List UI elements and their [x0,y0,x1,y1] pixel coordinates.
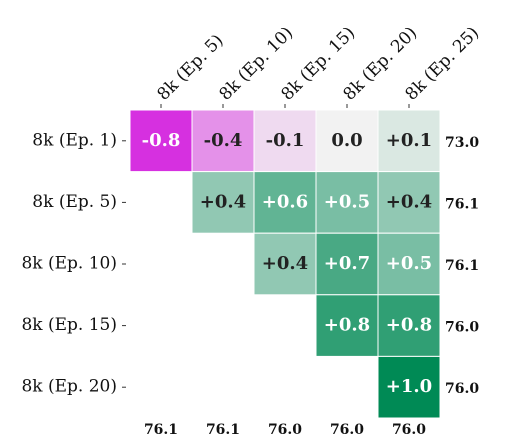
cell-label: -0.4 [204,130,243,151]
col-label: 8k (Ep. 5) [154,31,228,105]
row-total: 76.0 [445,320,479,336]
row-total: 76.0 [445,381,479,397]
cell [377,355,441,419]
cell-label: 0.0 [331,130,362,151]
col-total: 76.0 [330,422,364,438]
col-total: 76.1 [144,422,178,438]
cell [377,109,441,173]
cell-label: +0.5 [324,191,370,212]
cell-label: +0.8 [386,315,432,336]
cell [315,294,379,357]
col-total: 76.0 [392,422,426,438]
row-label: 8k (Ep. 1) [32,130,117,150]
cell-label: +0.6 [262,191,308,212]
cell-label: -0.1 [266,130,305,151]
col-total: 76.1 [206,422,240,438]
row-total: 73.0 [445,135,479,151]
cell-label: +1.0 [386,376,432,397]
row-label: 8k (Ep. 20) [21,377,117,397]
row-label: 8k (Ep. 5) [32,192,117,212]
cell [377,294,441,357]
col-total: 76.0 [268,422,302,438]
row-total: 76.1 [445,258,479,274]
cell-label: +0.7 [324,253,370,274]
cell [191,171,255,234]
cell-label: +0.5 [386,253,432,274]
row-total: 76.1 [445,196,479,212]
cell-label: +0.1 [386,130,432,151]
cell [377,232,441,296]
cell-label: -0.8 [142,130,181,151]
row-label: 8k (Ep. 10) [21,254,117,274]
cell-label: +0.4 [200,191,246,212]
cell-label: +0.4 [262,253,308,274]
row-label: 8k (Ep. 15) [21,315,117,335]
cell [253,232,317,296]
cell-label: +0.8 [324,315,370,336]
cell-label: +0.4 [386,191,432,212]
cell [191,109,255,173]
cell [253,171,317,234]
